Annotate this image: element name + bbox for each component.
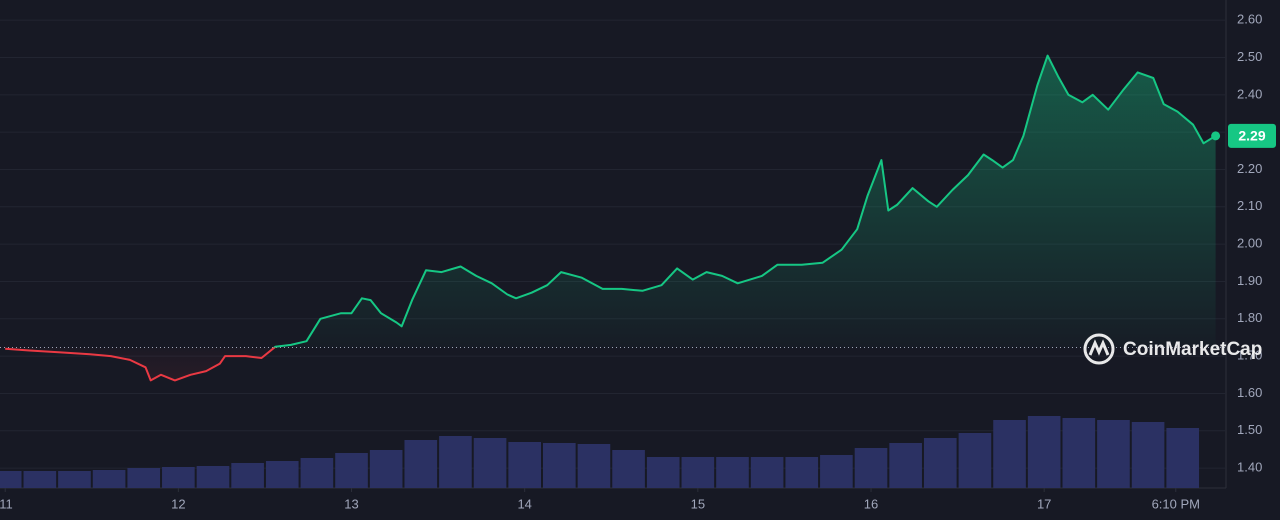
volume-bar [750, 457, 784, 488]
y-tick-label: 2.50 [1237, 49, 1262, 64]
watermark-logo [1088, 339, 1110, 356]
watermark-logo [1083, 333, 1115, 365]
volume-bar [404, 440, 438, 488]
x-tick-label: 6:10 PM [1152, 496, 1200, 511]
y-tick-label: 2.60 [1237, 12, 1262, 27]
volume-bar [473, 438, 507, 488]
y-tick-label: 1.80 [1237, 310, 1262, 325]
y-tick-label: 1.70 [1237, 348, 1262, 363]
volume-bar [508, 442, 542, 488]
y-tick-label: 1.90 [1237, 273, 1262, 288]
volume-bar [162, 467, 195, 488]
x-tick-label: 11 [0, 496, 13, 511]
watermark: CoinMarketCap [1083, 333, 1262, 365]
x-tick-label: 16 [864, 496, 878, 511]
volume-bar [265, 461, 299, 488]
volume-bar [127, 468, 161, 488]
volume-bar [612, 450, 645, 488]
price-tag-label: 2.29 [1238, 128, 1265, 144]
volume-bar [439, 436, 472, 488]
volume-bar [1027, 416, 1061, 488]
volume-bar [646, 457, 680, 488]
volume-bar [577, 444, 611, 488]
volume-bar [23, 471, 57, 488]
volume-bar [716, 457, 749, 488]
y-tick-label: 1.50 [1237, 422, 1262, 437]
volume-bar [543, 443, 576, 488]
volume-bar [681, 457, 715, 488]
x-tick-label: 13 [344, 496, 358, 511]
volume-bar [993, 420, 1026, 488]
volume-bar [369, 450, 403, 488]
last-point [1211, 131, 1221, 141]
volume-bar [958, 433, 992, 488]
volume-bar [300, 458, 334, 488]
volume-bar [1131, 422, 1165, 488]
volume-bar [854, 448, 888, 488]
volume-bar [58, 471, 91, 488]
volume-bar [196, 466, 230, 488]
y-tick-label: 2.00 [1237, 236, 1262, 251]
volume-bar [785, 457, 819, 488]
volume-bar [1166, 428, 1200, 488]
x-tick-label: 15 [691, 496, 705, 511]
x-tick-label: 12 [171, 496, 185, 511]
x-tick-label: 17 [1037, 496, 1051, 511]
x-tick-label: 14 [517, 496, 531, 511]
volume-bar [923, 438, 957, 488]
watermark-text: CoinMarketCap [1123, 339, 1262, 360]
volume-bar [0, 471, 22, 488]
y-tick-label: 2.40 [1237, 86, 1262, 101]
price-line [5, 54, 1217, 382]
volume-bar [820, 455, 853, 488]
volume-bar [335, 453, 368, 488]
volume-bar [92, 470, 126, 488]
y-tick-label: 2.20 [1237, 161, 1262, 176]
volume-bar [231, 463, 264, 488]
y-tick-label: 2.10 [1237, 198, 1262, 213]
price-tag [1228, 123, 1276, 148]
volume-bar [1097, 420, 1130, 488]
volume-bar [1062, 418, 1096, 488]
y-tick-label: 1.40 [1237, 460, 1262, 475]
area [5, 55, 1216, 381]
y-tick-label: 1.60 [1237, 385, 1262, 400]
volume-bar [889, 443, 922, 488]
